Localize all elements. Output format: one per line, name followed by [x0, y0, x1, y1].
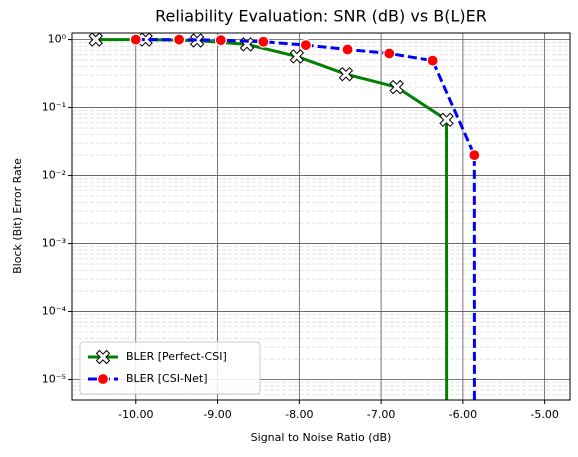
marker	[95, 349, 111, 365]
marker	[468, 148, 481, 162]
marker	[289, 49, 305, 64]
marker	[173, 33, 186, 46]
x-axis-label: Signal to Noise Ratio (dB)	[251, 431, 392, 444]
marker	[96, 372, 110, 386]
x-tick-label: -7.00	[367, 408, 395, 421]
y-tick-label: 10⁻²	[42, 169, 66, 182]
y-tick-label: 10⁻⁴	[42, 305, 67, 318]
marker	[299, 38, 312, 52]
y-tick-label: 10⁻³	[42, 237, 66, 250]
y-axis-label: Block (Bit) Error Rate	[11, 158, 24, 274]
x-tick-label: -6.00	[449, 408, 477, 421]
plot-frame	[71, 32, 571, 401]
marker	[129, 33, 142, 46]
x-tick-label: -8.00	[285, 408, 313, 421]
x-tick-label: -10.00	[118, 408, 153, 421]
marker	[439, 112, 454, 128]
y-tick-label: 10⁻⁵	[42, 373, 66, 386]
marker	[214, 34, 227, 47]
legend-label: BLER [Perfect-CSI]	[126, 350, 227, 363]
plot-area	[72, 33, 570, 400]
y-tick-label: 10⁻¹	[42, 101, 66, 114]
marker	[338, 66, 354, 82]
marker	[341, 43, 354, 56]
chart-title: Reliability Evaluation: SNR (dB) vs B(L)…	[155, 7, 487, 26]
x-tick-label: -5.00	[530, 408, 558, 421]
marker	[383, 47, 396, 60]
legend-label: BLER [CSI-Net]	[126, 372, 208, 385]
x-tick-label: -9.00	[203, 408, 231, 421]
marker	[389, 79, 404, 95]
y-tick-label: 10⁰	[48, 33, 67, 46]
marker	[257, 35, 270, 48]
legend-box	[79, 341, 261, 395]
marker	[426, 54, 439, 67]
